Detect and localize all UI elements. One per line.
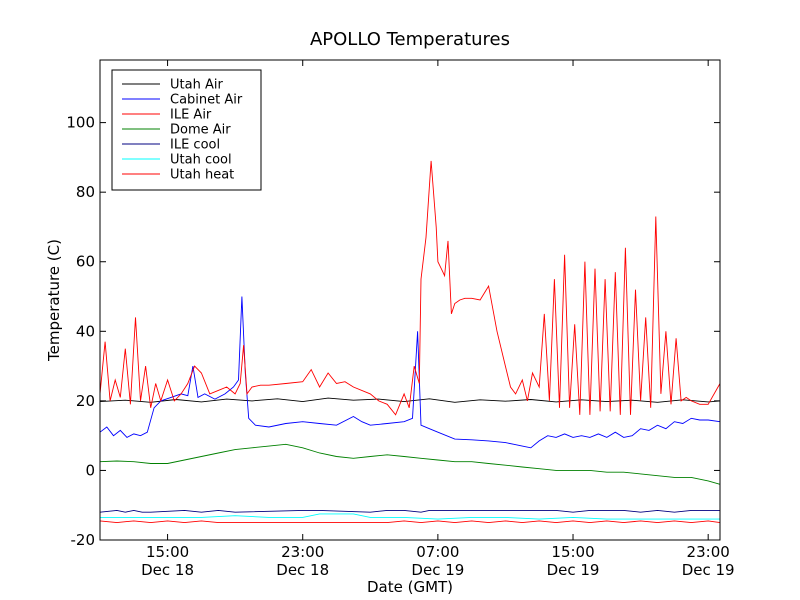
x-tick-time-label: 15:00 [551, 543, 594, 561]
series-line-dome-air [99, 443, 721, 485]
y-tick-label: 100 [66, 114, 95, 132]
plot-frame [99, 59, 721, 541]
series-line-ile-cool [99, 509, 720, 513]
series-line-cabinet-air [99, 296, 721, 449]
x-tick-time-label: 07:00 [416, 543, 459, 561]
y-tick-label: 60 [76, 253, 95, 271]
x-axis-label: Date (GMT) [367, 578, 453, 596]
x-tick-date-label: Dec 19 [682, 561, 735, 579]
series-line-utah-air [99, 397, 721, 403]
y-tick-label: 0 [85, 461, 95, 479]
series-line-utah-cool [100, 513, 720, 520]
y-axis-label: Temperature (C) [45, 239, 63, 362]
y-tick-label: 40 [76, 322, 95, 340]
legend-label: Utah Air [170, 78, 223, 93]
x-tick-time-label: 15:00 [146, 543, 189, 561]
x-tick-time-label: 23:00 [687, 543, 730, 561]
legend-box [111, 69, 262, 191]
legend-label: Dome Air [170, 123, 231, 138]
series-layer [99, 160, 721, 524]
legend-label: Utah heat [170, 168, 234, 183]
x-tick-date-label: Dec 18 [141, 561, 194, 579]
x-tick-date-label: Dec 18 [276, 561, 329, 579]
chart-title: APOLLO Temperatures [310, 29, 510, 50]
legend-label: Cabinet Air [170, 93, 243, 108]
legend-label: ILE cool [170, 138, 220, 153]
series-line-utah-heat [99, 520, 721, 524]
series-line-ile-air [99, 160, 721, 416]
legend-label: ILE Air [170, 108, 212, 123]
x-tick-time-label: 23:00 [281, 543, 324, 561]
y-tick-label: 20 [76, 392, 95, 410]
y-tick-label: -20 [71, 531, 96, 549]
legend-label: Utah cool [170, 153, 232, 168]
x-tick-date-label: Dec 19 [547, 561, 600, 579]
x-tick-date-label: Dec 19 [411, 561, 464, 579]
y-tick-label: 80 [76, 183, 95, 201]
